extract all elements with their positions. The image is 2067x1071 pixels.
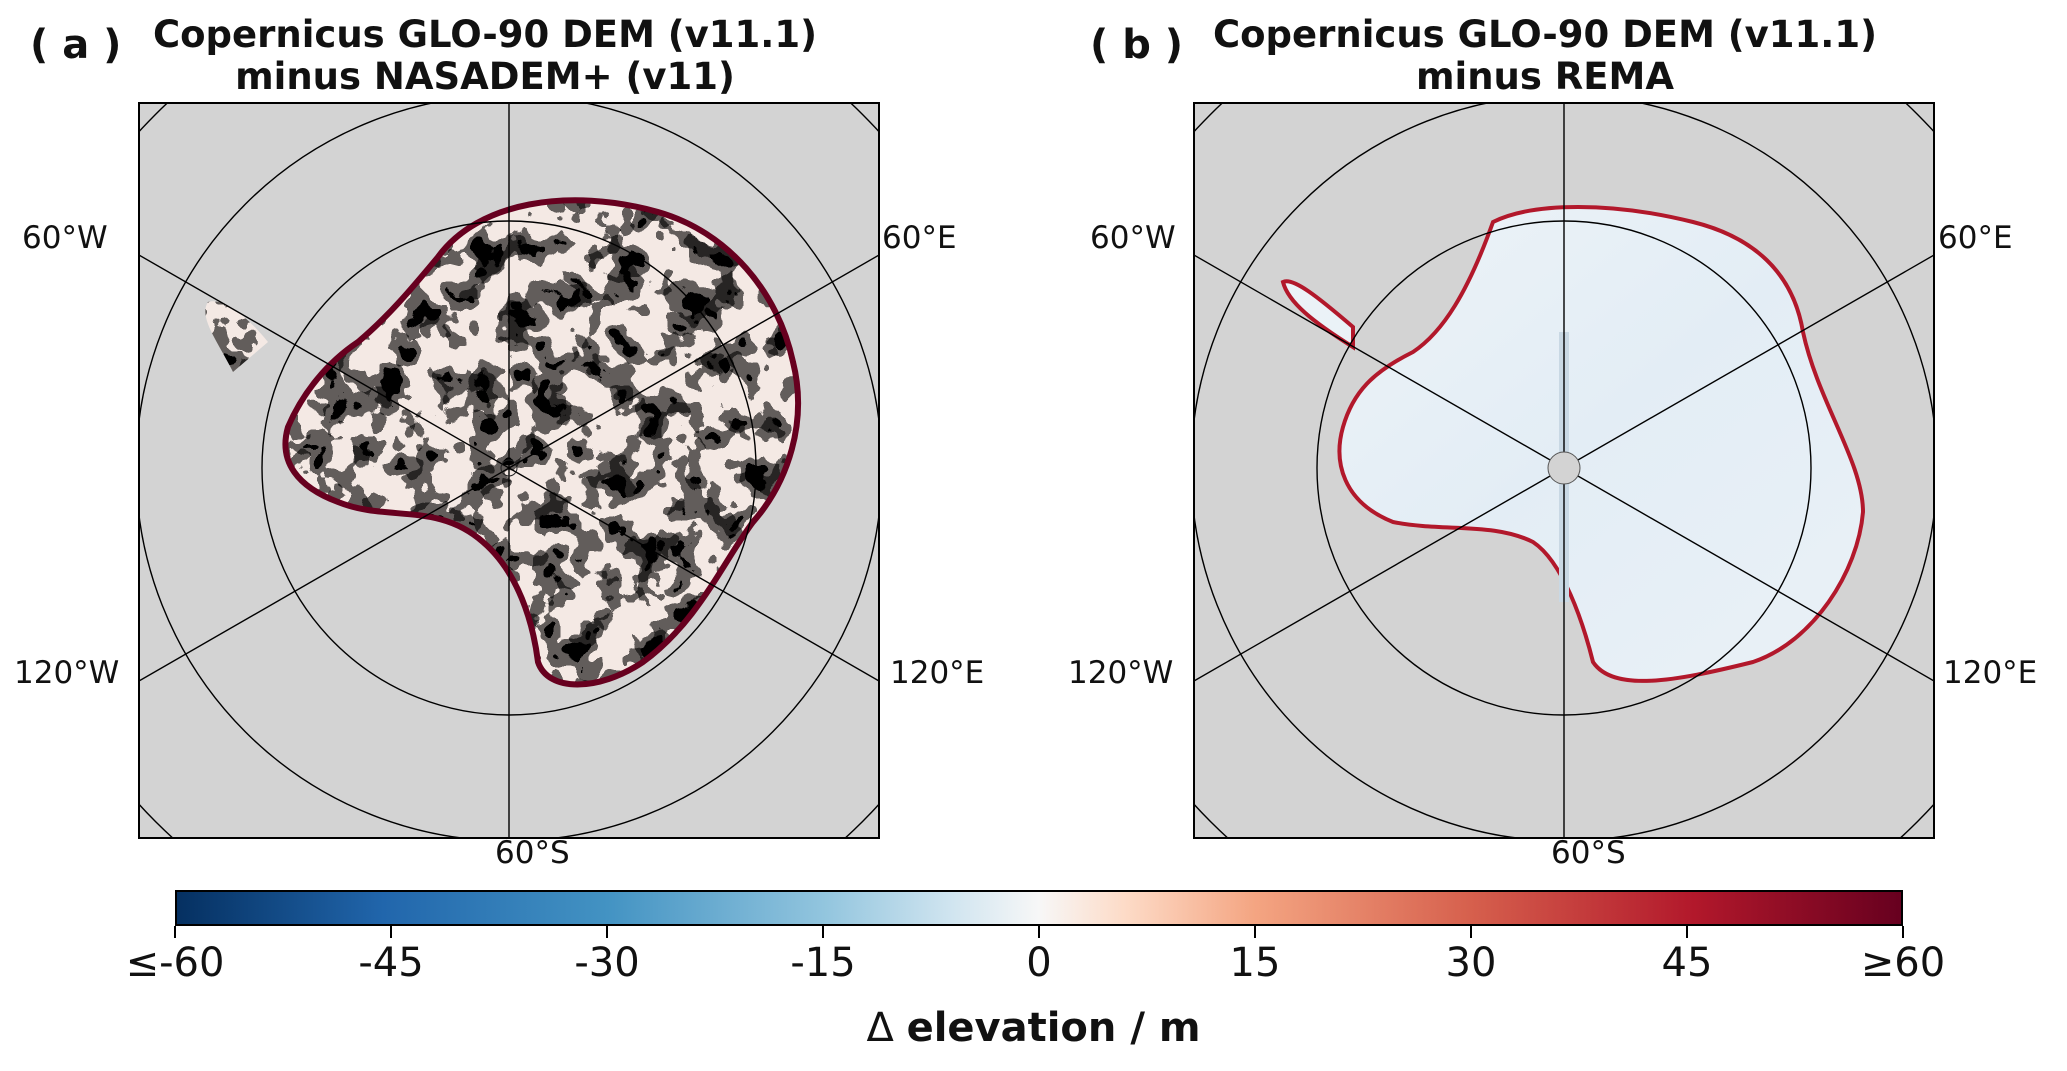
panel-a-pole-gap: [500, 459, 518, 477]
colorbar-tick-label: -15: [790, 940, 856, 986]
panel-a-title-line1: Copernicus GLO-90 DEM (v11.1): [152, 13, 817, 56]
colorbar-tick: [1686, 926, 1688, 938]
colorbar: [175, 890, 1903, 926]
panel-b-antarctica: [1280, 205, 1866, 683]
colorbar-tick-label: -30: [574, 940, 640, 986]
colorbar-tick-label: ≥60: [1860, 940, 1946, 986]
panel-a-lon-120e: 120°E: [890, 655, 985, 691]
panel-b-lat-60s: 60°S: [1551, 835, 1626, 871]
delta-symbol: Δ: [866, 1005, 894, 1051]
panel-b-lon-60e: 60°E: [1938, 220, 2013, 256]
colorbar-label-text: elevation / m: [906, 1005, 1201, 1051]
colorbar-tick: [390, 926, 392, 938]
panel-a-frame: [138, 102, 880, 839]
panel-b-pole-gap: [1547, 451, 1581, 485]
colorbar-tick-label: 30: [1445, 940, 1497, 986]
panel-a-label: ( a ): [30, 22, 122, 68]
panel-b-lon-60w: 60°W: [1090, 220, 1176, 256]
panel-a-map: [138, 102, 880, 839]
panel-b-title-line1: Copernicus GLO-90 DEM (v11.1): [1212, 13, 1877, 56]
panel-a-coast-outline: [282, 197, 802, 688]
colorbar-label: Δ elevation / m: [0, 1005, 2067, 1051]
panel-b-map: [1193, 102, 1935, 839]
colorbar-tick: [606, 926, 608, 938]
panel-b-lon-120e: 120°E: [1943, 655, 2038, 691]
colorbar-tick-label: -45: [358, 940, 424, 986]
panel-b-label: ( b ): [1090, 22, 1184, 68]
panel-a-title: Copernicus GLO-90 DEM (v11.1) minus NASA…: [100, 14, 870, 98]
panel-b-frame: [1193, 102, 1935, 839]
panel-a-lon-60e: 60°E: [882, 220, 957, 256]
panel-b-lon-120w: 120°W: [1068, 655, 1174, 691]
colorbar-tick: [1902, 926, 1904, 938]
colorbar-tick-label: 0: [1026, 940, 1052, 986]
colorbar-tick-label: 15: [1229, 940, 1281, 986]
panel-a-map-content: [138, 102, 880, 839]
colorbar-tick: [174, 926, 176, 938]
colorbar-tick: [1470, 926, 1472, 938]
colorbar-tick: [1038, 926, 1040, 938]
panel-a-lat-60s: 60°S: [495, 835, 570, 871]
panel-a-lon-60w: 60°W: [22, 220, 108, 256]
colorbar-tick: [1254, 926, 1256, 938]
colorbar-tick-label: ≤-60: [125, 940, 225, 986]
panel-a-graticule: [138, 102, 880, 839]
colorbar-tick: [822, 926, 824, 938]
panel-b-title-line2: minus REMA: [1415, 55, 1675, 98]
panel-a-title-line2: minus NASADEM+ (v11): [235, 55, 735, 98]
panel-b-map-content: [1193, 102, 1935, 839]
panel-a-lon-120w: 120°W: [14, 655, 120, 691]
panel-b-title: Copernicus GLO-90 DEM (v11.1) minus REMA: [1160, 14, 1930, 98]
colorbar-tick-label: 45: [1661, 940, 1713, 986]
